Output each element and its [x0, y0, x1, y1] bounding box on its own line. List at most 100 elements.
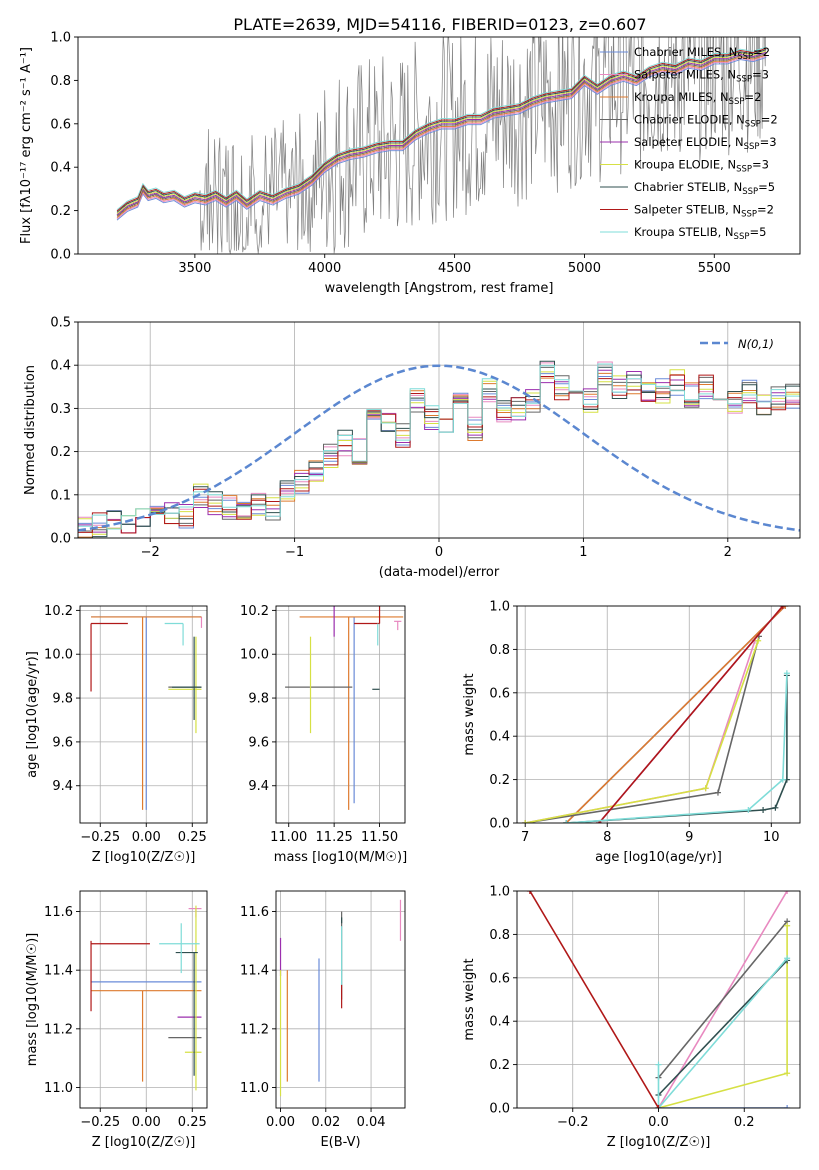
plot-area	[90, 905, 202, 1091]
weight-marker	[779, 606, 786, 609]
x-tick-label: 0.25	[178, 1115, 207, 1130]
legend-label: Kroupa ELODIE, NSSP=3	[634, 158, 769, 175]
x-tick-label: −2	[141, 545, 160, 560]
legend: Chabrier MILES, NSSP=2 Salpeter MILES, NS…	[600, 45, 778, 242]
legend-value: =5	[758, 180, 775, 194]
y-tick-label: 0.4	[50, 359, 71, 374]
legend-label: Salpeter STELIB, NSSP=2	[634, 203, 774, 220]
y-tick-label: 11.0	[240, 1081, 269, 1096]
panel-mass-vs-Z: −0.25 0.00 0.25 11.0 11.2 11.4 11.6 Z [log10(Z/…	[25, 890, 208, 1150]
x-tick-label: 1	[579, 545, 587, 560]
y-tick-label: 9.6	[52, 735, 73, 750]
x-tick-label: 4000	[308, 261, 341, 276]
y-tick-label: 11.2	[44, 1022, 73, 1037]
y-axis-label: mass [log10(M/M☉)]	[25, 933, 40, 1066]
y-tick-label: 0.8	[489, 643, 510, 658]
weight-marker	[655, 1105, 662, 1108]
weight-marker	[714, 789, 721, 796]
legend-label: Chabrier MILES, NSSP=2	[634, 45, 770, 62]
y-tick-label: 0.4	[489, 730, 510, 745]
errorbar-kroupa-stelib	[159, 923, 200, 974]
y-tick-label: 9.4	[52, 779, 73, 794]
x-tick-label: 0.02	[311, 1115, 340, 1130]
legend-label: Kroupa MILES, NSSP=2	[634, 90, 761, 107]
x-tick-label: 0.25	[178, 830, 207, 845]
weight-marker	[784, 891, 791, 894]
y-tick-label: 1.0	[489, 600, 510, 615]
y-tick-label: 9.6	[248, 735, 269, 750]
y-tick-label: 11.6	[240, 905, 269, 920]
weight-line-chabrier-elodie	[525, 636, 760, 823]
panel-weight-vs-age: 7 8 9 10 0.0 0.2 0.4 0.6 0.8 1.0 age [log10(age/yr…	[462, 600, 801, 865]
legend-subscript: SSP	[729, 97, 745, 107]
y-tick-label: 0.8	[50, 74, 71, 89]
legend-value: =2	[761, 113, 778, 127]
x-tick-label: 0.2	[734, 1115, 755, 1130]
legend-label: Salpeter ELODIE, NSSP=3	[634, 135, 777, 152]
errorbar-kroupa-miles	[91, 616, 202, 810]
y-tick-label: 1.0	[489, 885, 510, 900]
errorbar-kroupa-miles	[91, 990, 202, 1082]
legend-subscript: SSP	[736, 75, 752, 85]
model-line-chabrier-elodie	[116, 53, 767, 217]
x-tick-label: 0.04	[357, 1115, 386, 1130]
x-axis-label: wavelength [Angstrom, rest frame]	[325, 281, 554, 296]
errorbar-salpeter-stelib	[90, 622, 128, 692]
x-tick-label: 0.00	[266, 1115, 295, 1130]
y-tick-label: 10.2	[44, 604, 73, 619]
x-tick-label: 10	[763, 830, 780, 845]
panel-weight-vs-Z: −0.2 0.0 0.2 0.0 0.2 0.4 0.6 0.8 1.0 Z [log10(Z/Z…	[462, 885, 801, 1150]
legend-subscript: SSP	[737, 52, 753, 62]
y-axis-label: mass weight	[462, 958, 477, 1040]
weight-marker	[760, 806, 767, 813]
y-tick-label: 0.6	[50, 117, 71, 132]
errorbar-salpeter-miles	[199, 616, 203, 628]
plot-area	[78, 360, 800, 538]
figure-title: PLATE=2639, MJD=54116, FIBERID=0123, z=0…	[233, 15, 646, 34]
legend-subscript: SSP	[741, 210, 757, 220]
model-line-kroupa-elodie	[116, 50, 767, 214]
weight-marker	[745, 806, 752, 813]
x-axis-label: E(B-V)	[320, 1135, 360, 1150]
y-tick-label: 0.0	[489, 817, 510, 832]
legend-label: Chabrier ELODIE, NSSP=2	[634, 113, 778, 130]
y-tick-label: 0.2	[50, 204, 71, 219]
panel-residuals: −2 −1 0 1 2 0.0 0.1 0.2 0.3 0.4 0.5 (data-model)/er…	[23, 316, 801, 580]
weight-marker	[784, 955, 791, 962]
model-line-chabrier-stelib	[116, 49, 767, 213]
legend-value: =2	[744, 90, 761, 104]
weight-marker	[702, 785, 709, 792]
x-tick-label: 8	[603, 830, 611, 845]
x-tick-label: 5000	[568, 261, 601, 276]
y-tick-label: 0.0	[50, 532, 71, 547]
y-tick-label: 0.2	[50, 445, 71, 460]
weight-marker	[782, 606, 789, 609]
y-tick-label: 10.2	[240, 604, 269, 619]
legend-value: =3	[752, 158, 769, 172]
x-tick-label: 7	[521, 830, 529, 845]
y-tick-label: 11.2	[240, 1022, 269, 1037]
y-axis-label: age [log10(age/yr)]	[25, 651, 40, 778]
plot-area	[90, 616, 203, 810]
legend-subscript: SSP	[742, 187, 758, 197]
x-tick-label: 4500	[438, 261, 471, 276]
axes-frame	[275, 605, 406, 824]
legend-value: =3	[752, 68, 769, 82]
model-line-chabrier-miles	[116, 56, 767, 221]
errorbar-salpeter-stelib	[90, 940, 150, 1012]
y-tick-label: 11.0	[44, 1081, 73, 1096]
y-tick-label: 0.1	[50, 488, 71, 503]
y-tick-label: 10.0	[44, 648, 73, 663]
plot-area	[279, 899, 402, 1097]
y-tick-label: 11.4	[240, 964, 269, 979]
y-tick-label: 0.3	[50, 402, 71, 417]
weight-marker	[784, 1070, 791, 1077]
legend-label: Chabrier STELIB, NSSP=5	[634, 180, 775, 197]
weight-line-chabrier-elodie	[657, 920, 788, 1079]
y-tick-label: 11.4	[44, 964, 73, 979]
plot-area	[116, 37, 767, 254]
errorbar-salpeter-stelib	[354, 606, 381, 625]
x-tick-label: 0.00	[132, 1115, 161, 1130]
weight-marker	[522, 820, 529, 823]
